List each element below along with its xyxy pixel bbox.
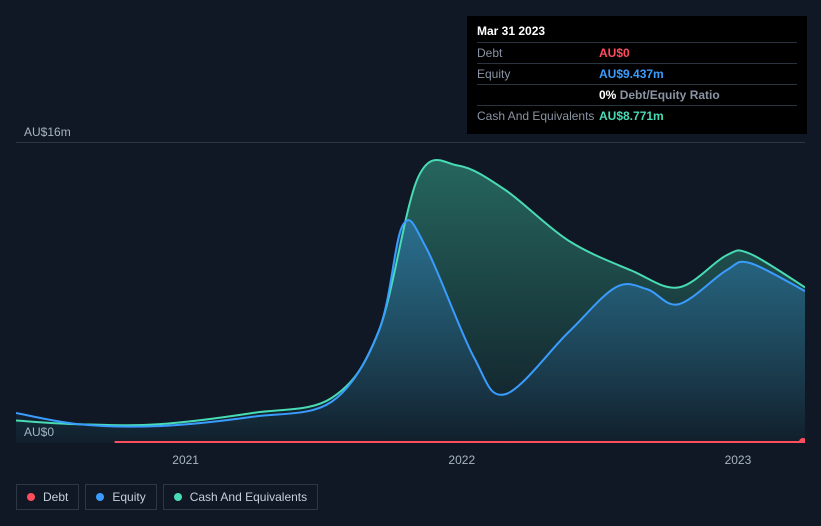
chart-legend: Debt Equity Cash And Equivalents [16,484,318,510]
tooltip-equity-value: AU$9.437m [599,67,664,81]
tooltip-equity-label: Equity [477,67,599,81]
legend-item-debt[interactable]: Debt [16,484,79,510]
legend-dot-icon [27,493,35,501]
tooltip-ratio-spacer [477,88,599,102]
tooltip-cash-value: AU$8.771m [599,109,664,123]
legend-label: Cash And Equivalents [190,490,307,504]
legend-dot-icon [174,493,182,501]
tooltip-row-equity: Equity AU$9.437m [477,64,797,85]
tooltip-date: Mar 31 2023 [477,24,797,43]
legend-item-equity[interactable]: Equity [85,484,156,510]
x-tick: 2023 [725,453,752,467]
tooltip-row-ratio: 0% Debt/Equity Ratio [477,85,797,106]
tooltip-ratio-pct: 0% [599,88,616,102]
chart-tooltip: Mar 31 2023 Debt AU$0 Equity AU$9.437m 0… [467,16,807,134]
x-tick: 2022 [448,453,475,467]
x-tick: 2021 [172,453,199,467]
legend-dot-icon [96,493,104,501]
chart-area[interactable] [16,142,805,442]
tooltip-row-debt: Debt AU$0 [477,43,797,64]
legend-item-cash[interactable]: Cash And Equivalents [163,484,318,510]
chart-svg [16,143,805,443]
tooltip-ratio-label: Debt/Equity Ratio [620,88,720,102]
legend-label: Debt [43,490,68,504]
x-axis: 2021 2022 2023 [16,447,805,467]
y-axis-max-label: AU$16m [24,125,71,139]
tooltip-row-cash: Cash And Equivalents AU$8.771m [477,106,797,126]
legend-label: Equity [112,490,145,504]
tooltip-debt-value: AU$0 [599,46,630,60]
equity-area [16,220,805,443]
tooltip-ratio-value: 0% Debt/Equity Ratio [599,88,720,102]
tooltip-cash-label: Cash And Equivalents [477,109,599,123]
tooltip-debt-label: Debt [477,46,599,60]
